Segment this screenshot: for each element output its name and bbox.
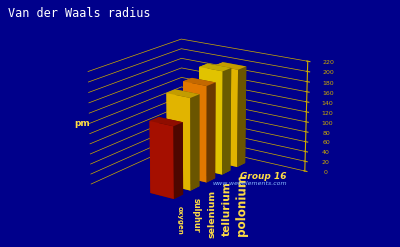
Text: Van der Waals radius: Van der Waals radius [8,7,150,21]
